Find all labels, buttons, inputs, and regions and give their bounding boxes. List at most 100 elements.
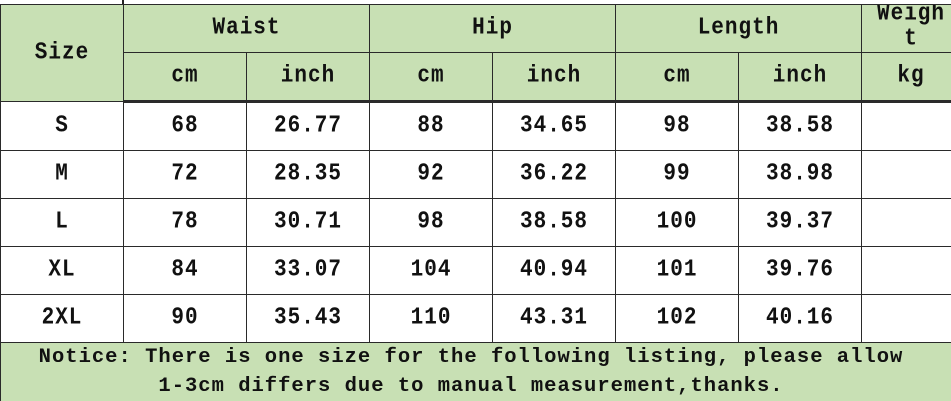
cell-value: 104 xyxy=(410,257,452,284)
table-row: M 72 28.35 92 36.22 99 38.98 xyxy=(0,150,951,199)
cell-value: 40.16 xyxy=(766,305,835,332)
unit-label: cm xyxy=(663,63,691,90)
cell-value: 98 xyxy=(417,209,445,236)
cell-value: L xyxy=(55,209,69,236)
header-size-label: Size xyxy=(34,39,90,67)
unit-label: kg xyxy=(897,63,925,90)
cell-value: 84 xyxy=(171,257,199,284)
table-row: 2XL 90 35.43 110 43.31 102 40.16 xyxy=(0,294,951,343)
cell-value: 33.07 xyxy=(274,257,343,284)
cell-size: M xyxy=(0,150,124,199)
cell-waist-inch: 28.35 xyxy=(245,150,371,199)
cell-hip-cm: 92 xyxy=(369,150,494,199)
cell-value: 30.71 xyxy=(274,209,343,236)
notice-row: Notice: There is one size for the follow… xyxy=(0,342,951,401)
cell-value: 38.58 xyxy=(766,113,835,140)
cell-value: 88 xyxy=(417,113,445,140)
cell-value: 99 xyxy=(663,161,691,188)
cell-value: 100 xyxy=(656,209,698,236)
cell-value: 2XL xyxy=(41,305,83,332)
cell-weight xyxy=(861,246,951,295)
notice-cell: Notice: There is one size for the follow… xyxy=(0,342,951,401)
cell-value: 102 xyxy=(656,305,698,332)
unit-label: inch xyxy=(280,63,336,90)
unit-label: inch xyxy=(772,63,828,90)
header-row-units: cm inch cm inch cm inch kg xyxy=(1,52,951,103)
cell-value: 35.43 xyxy=(274,305,343,332)
table-row: L 78 30.71 98 38.58 100 39.37 xyxy=(0,198,951,247)
cell-value: 92 xyxy=(417,161,445,188)
divider xyxy=(122,0,124,5)
cell-value: 78 xyxy=(171,209,199,236)
cell-size: XL xyxy=(0,246,124,295)
header-length-label: Length xyxy=(697,15,780,42)
cell-value: 40.94 xyxy=(520,257,589,284)
cell-value: S xyxy=(55,112,69,140)
cell-value: 26.77 xyxy=(274,113,343,140)
cell-waist-cm: 68 xyxy=(123,101,247,151)
table-row: S 68 26.77 88 34.65 98 38.58 xyxy=(0,101,951,151)
top-strip xyxy=(0,0,951,4)
cell-length-inch: 38.58 xyxy=(738,101,863,151)
header-waist: Waist xyxy=(122,4,371,53)
cell-hip-cm: 88 xyxy=(369,101,494,151)
header-hip-label: Hip xyxy=(472,15,513,42)
cell-waist-inch: 30.71 xyxy=(245,198,371,247)
cell-waist-cm: 78 xyxy=(123,198,247,247)
cell-size: 2XL xyxy=(0,294,124,343)
cell-waist-cm: 84 xyxy=(123,246,247,295)
cell-value: XL xyxy=(48,257,76,284)
cell-value: 38.98 xyxy=(766,161,835,188)
cell-size: S xyxy=(0,101,124,151)
cell-value: 28.35 xyxy=(274,161,343,188)
cell-length-inch: 40.16 xyxy=(738,294,863,343)
header-weight-label: Weight xyxy=(877,4,946,49)
header-size: Size xyxy=(0,4,124,102)
size-chart-table: Size Waist Hip Length Weight cm inch cm … xyxy=(0,4,951,401)
cell-value: 39.37 xyxy=(766,209,835,236)
cell-waist-inch: 35.43 xyxy=(245,294,371,343)
cell-length-cm: 102 xyxy=(615,294,740,343)
cell-hip-inch: 43.31 xyxy=(492,294,617,343)
cell-length-inch: 39.37 xyxy=(738,198,863,247)
cell-value: 43.31 xyxy=(520,305,589,332)
cell-weight xyxy=(861,150,951,199)
cell-hip-inch: 38.58 xyxy=(492,198,617,247)
unit-cell: cm xyxy=(615,52,740,103)
cell-value: M xyxy=(55,161,69,188)
cell-hip-inch: 36.22 xyxy=(492,150,617,199)
unit-label: cm xyxy=(417,63,445,90)
cell-value: 110 xyxy=(410,305,452,332)
unit-cell: kg xyxy=(861,52,951,103)
cell-value: 72 xyxy=(171,161,199,188)
header-length: Length xyxy=(615,4,863,53)
cell-length-inch: 39.76 xyxy=(738,246,863,295)
cell-waist-inch: 33.07 xyxy=(245,246,371,295)
unit-label: cm xyxy=(171,63,199,90)
cell-hip-inch: 40.94 xyxy=(492,246,617,295)
header-hip: Hip xyxy=(369,4,617,53)
cell-weight xyxy=(861,101,951,151)
cell-value: 36.22 xyxy=(520,161,589,188)
cell-value: 101 xyxy=(656,257,698,284)
cell-length-cm: 101 xyxy=(615,246,740,295)
unit-cell: cm xyxy=(123,52,247,103)
cell-value: 90 xyxy=(171,305,199,332)
table-row: XL 84 33.07 104 40.94 101 39.76 xyxy=(0,246,951,295)
notice-text: Notice: There is one size for the follow… xyxy=(38,346,904,398)
cell-hip-inch: 34.65 xyxy=(492,101,617,151)
cell-length-inch: 38.98 xyxy=(738,150,863,199)
unit-cell: cm xyxy=(369,52,494,103)
cell-value: 39.76 xyxy=(766,257,835,284)
unit-label: inch xyxy=(526,63,582,90)
unit-cell: inch xyxy=(492,52,617,103)
cell-waist-inch: 26.77 xyxy=(245,101,371,151)
cell-length-cm: 100 xyxy=(615,198,740,247)
unit-cell: inch xyxy=(245,52,371,103)
cell-weight xyxy=(861,294,951,343)
cell-length-cm: 98 xyxy=(615,101,740,151)
cell-value: 98 xyxy=(663,113,691,140)
cell-waist-cm: 72 xyxy=(123,150,247,199)
header-row-groups: Size Waist Hip Length Weight xyxy=(0,4,951,102)
cell-value: 34.65 xyxy=(520,113,589,140)
